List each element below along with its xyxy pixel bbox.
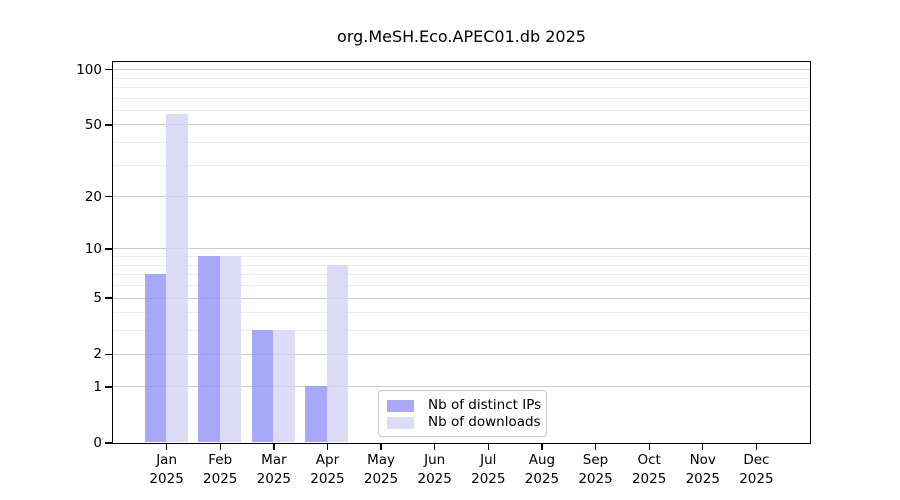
bar-apr-distinct-ips <box>305 386 327 443</box>
major-gridline-1 <box>112 386 810 388</box>
y-tick-label-20: 20 <box>84 188 102 205</box>
x-tick-label-jan: Jan 2025 <box>149 452 184 487</box>
x-tick-label-jun: Jun 2025 <box>417 452 452 487</box>
y-tick-mark-2 <box>105 353 112 355</box>
y-tick-mark-20 <box>105 196 112 198</box>
x-tick-mark-oct <box>648 444 650 450</box>
x-tick-label-nov: Nov 2025 <box>685 452 720 487</box>
x-tick-mark-jan <box>166 444 168 450</box>
minor-gridline-4 <box>112 312 810 314</box>
legend-label-distinct-ips: Nb of distinct IPs <box>428 397 542 413</box>
minor-gridline-7 <box>112 274 810 276</box>
y-tick-label-0: 0 <box>93 435 102 451</box>
x-tick-mark-sep <box>594 444 597 450</box>
x-tick-label-may: May 2025 <box>363 452 399 487</box>
x-tick-mark-apr <box>326 444 329 450</box>
bar-jan-downloads <box>166 113 188 443</box>
major-gridline-2 <box>112 353 810 355</box>
y-tick-mark-0 <box>105 442 112 444</box>
x-tick-label-dec: Dec 2025 <box>739 452 774 487</box>
x-tick-label-apr: Apr 2025 <box>310 452 345 487</box>
y-tick-label-5: 5 <box>93 290 102 307</box>
x-tick-mark-feb <box>219 444 221 450</box>
minor-gridline-3 <box>112 330 810 332</box>
x-tick-mark-may <box>380 444 382 450</box>
legend: Nb of distinct IPs Nb of downloads <box>378 390 547 437</box>
major-gridline-50 <box>112 124 810 126</box>
legend-swatch-distinct-ips <box>387 399 414 412</box>
bar-apr-downloads <box>326 264 349 443</box>
bar-feb-downloads <box>219 256 242 443</box>
x-tick-mark-jun <box>434 444 436 450</box>
y-tick-label-50: 50 <box>84 116 102 133</box>
x-tick-mark-aug <box>541 444 543 450</box>
major-gridline-10 <box>112 248 810 250</box>
minor-gridline-9 <box>112 256 810 258</box>
minor-gridline-80 <box>112 86 810 88</box>
minor-gridline-60 <box>112 109 810 111</box>
chart-title: org.MeSH.Eco.APEC01.db 2025 <box>337 27 586 46</box>
x-tick-label-sep: Sep 2025 <box>578 452 613 487</box>
bar-feb-distinct-ips <box>198 256 220 443</box>
minor-gridline-6 <box>112 285 810 287</box>
y-tick-label-10: 10 <box>84 240 102 257</box>
x-tick-mark-nov <box>702 444 704 450</box>
y-tick-mark-100 <box>105 68 112 71</box>
minor-gridline-30 <box>112 164 810 166</box>
major-gridline-20 <box>112 196 810 198</box>
minor-gridline-90 <box>112 77 810 79</box>
plot-area <box>111 60 811 444</box>
bar-mar-distinct-ips <box>251 330 274 443</box>
legend-label-downloads: Nb of downloads <box>428 414 541 430</box>
legend-item-distinct-ips: Nb of distinct IPs <box>387 397 542 413</box>
minor-gridline-70 <box>112 97 810 99</box>
x-tick-mark-jul <box>487 444 489 450</box>
legend-item-downloads: Nb of downloads <box>387 414 541 430</box>
y-tick-label-2: 2 <box>93 346 102 363</box>
major-gridline-5 <box>112 297 810 299</box>
x-tick-label-feb: Feb 2025 <box>203 452 238 487</box>
legend-swatch-downloads <box>387 416 414 429</box>
minor-gridline-40 <box>112 142 810 144</box>
x-tick-label-aug: Aug 2025 <box>524 452 560 487</box>
y-tick-label-1: 1 <box>93 378 102 395</box>
bar-jan-distinct-ips <box>144 274 167 443</box>
bar-mar-downloads <box>273 330 295 443</box>
major-gridline-100 <box>112 69 810 71</box>
x-tick-mark-mar <box>273 444 275 450</box>
x-tick-mark-dec <box>755 444 758 450</box>
x-tick-label-mar: Mar 2025 <box>256 452 292 487</box>
x-tick-label-oct: Oct 2025 <box>631 452 667 487</box>
y-tick-mark-50 <box>105 124 112 126</box>
y-tick-mark-5 <box>105 297 112 299</box>
y-tick-mark-10 <box>105 248 112 250</box>
x-tick-label-jul: Jul 2025 <box>471 452 506 487</box>
minor-gridline-8 <box>112 264 810 266</box>
y-tick-mark-1 <box>105 386 112 388</box>
y-tick-label-100: 100 <box>76 61 102 78</box>
